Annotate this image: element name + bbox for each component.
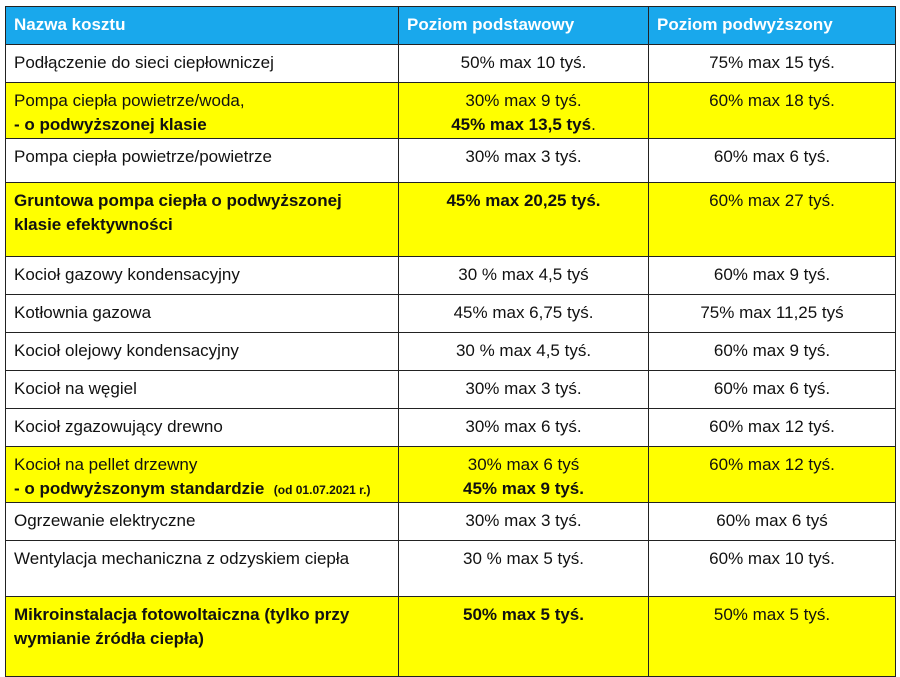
cell-raised: 60% max 9 tyś.: [648, 332, 896, 371]
cost-table: Nazwa kosztu Poziom podstawowy Poziom po…: [5, 6, 896, 677]
cell-basic: 30% max 6 tyś.: [398, 408, 649, 447]
name-line-bold: - o podwyższonej klasie: [14, 115, 207, 134]
cell-raised: 60% max 6 tyś.: [648, 370, 896, 409]
cell-raised: 60% max 6 tyś.: [648, 138, 896, 183]
cell-name: Pompa ciepła powietrze/powietrze: [5, 138, 399, 183]
table-row: Kotłownia gazowa 45% max 6,75 tyś. 75% m…: [5, 294, 896, 333]
name-line-bold: - o podwyższonym standardzie: [14, 479, 265, 498]
cell-name: Wentylacja mechaniczna z odzyskiem ciepł…: [5, 540, 399, 597]
cell-basic: 30 % max 4,5 tyś: [398, 256, 649, 295]
table-row: Kocioł na węgiel 30% max 3 tyś. 60% max …: [5, 370, 896, 409]
cell-raised: 60% max 10 tyś.: [648, 540, 896, 597]
cell-basic: 30% max 3 tyś.: [398, 138, 649, 183]
cell-name: Pompa ciepła powietrze/woda, - o podwyżs…: [5, 82, 399, 139]
name-line: Gruntowa pompa ciepła o podwyższonej: [14, 191, 342, 210]
basic-line-bold: 45% max 13,5 tyś: [451, 115, 592, 134]
name-line: klasie efektywności: [14, 215, 173, 234]
basic-line: 30% max 6 tyś: [467, 455, 580, 474]
cell-name: Kocioł na węgiel: [5, 370, 399, 409]
table-row: Kocioł na pellet drzewny - o podwyższony…: [5, 446, 896, 503]
cell-name: Kocioł na pellet drzewny - o podwyższony…: [5, 446, 399, 503]
cell-raised: 60% max 27 tyś.: [648, 182, 896, 257]
cell-raised: 60% max 18 tyś.: [648, 82, 896, 139]
cell-raised: 60% max 12 tyś.: [648, 446, 896, 503]
cost-table-container: Nazwa kosztu Poziom podstawowy Poziom po…: [5, 6, 896, 677]
cell-basic: 30% max 3 tyś.: [398, 370, 649, 409]
name-line: wymianie źródła ciepła): [14, 629, 204, 648]
table-row: Kocioł zgazowujący drewno 30% max 6 tyś.…: [5, 408, 896, 447]
cell-raised: 75% max 15 tyś.: [648, 44, 896, 83]
table-row: Ogrzewanie elektryczne 30% max 3 tyś. 60…: [5, 502, 896, 541]
table-row: Kocioł gazowy kondensacyjny 30 % max 4,5…: [5, 256, 896, 295]
date-note: (od 01.07.2021 r.): [273, 483, 371, 497]
cell-name: Kocioł olejowy kondensacyjny: [5, 332, 399, 371]
header-row: Nazwa kosztu Poziom podstawowy Poziom po…: [5, 6, 896, 45]
name-line: Mikroinstalacja fotowoltaiczna (tylko pr…: [14, 605, 350, 624]
table-row: Pompa ciepła powietrze/powietrze 30% max…: [5, 138, 896, 183]
table-row: Wentylacja mechaniczna z odzyskiem ciepł…: [5, 540, 896, 597]
cell-basic: 30% max 6 tyś 45% max 9 tyś.: [398, 446, 649, 503]
table-row: Kocioł olejowy kondensacyjny 30 % max 4,…: [5, 332, 896, 371]
cell-name: Kocioł zgazowujący drewno: [5, 408, 399, 447]
table-row: Mikroinstalacja fotowoltaiczna (tylko pr…: [5, 596, 896, 677]
cell-name: Kocioł gazowy kondensacyjny: [5, 256, 399, 295]
basic-line-tail: .: [591, 115, 596, 134]
cell-basic: 30 % max 4,5 tyś.: [398, 332, 649, 371]
cell-basic: 30 % max 5 tyś.: [398, 540, 649, 597]
header-name: Nazwa kosztu: [5, 6, 399, 45]
cell-raised: 60% max 9 tyś.: [648, 256, 896, 295]
name-line: Kocioł na pellet drzewny: [14, 455, 198, 474]
cell-basic: 50% max 5 tyś.: [398, 596, 649, 677]
cell-raised: 50% max 5 tyś.: [648, 596, 896, 677]
cell-basic: 45% max 20,25 tyś.: [398, 182, 649, 257]
table-row: Gruntowa pompa ciepła o podwyższonej kla…: [5, 182, 896, 257]
cell-basic: 30% max 9 tyś. 45% max 13,5 tyś.: [398, 82, 649, 139]
cell-raised: 75% max 11,25 tyś: [648, 294, 896, 333]
basic-line-bold: 45% max 9 tyś.: [463, 479, 584, 498]
name-line: Pompa ciepła powietrze/woda,: [14, 91, 245, 110]
cell-name: Mikroinstalacja fotowoltaiczna (tylko pr…: [5, 596, 399, 677]
cell-name: Kotłownia gazowa: [5, 294, 399, 333]
table-row: Podłączenie do sieci ciepłowniczej 50% m…: [5, 44, 896, 83]
basic-line: 30% max 9 tyś.: [465, 91, 582, 110]
table-row: Pompa ciepła powietrze/woda, - o podwyżs…: [5, 82, 896, 139]
cell-basic: 45% max 6,75 tyś.: [398, 294, 649, 333]
cell-name: Gruntowa pompa ciepła o podwyższonej kla…: [5, 182, 399, 257]
cell-basic: 30% max 3 tyś.: [398, 502, 649, 541]
cell-raised: 60% max 6 tyś: [648, 502, 896, 541]
cell-name: Ogrzewanie elektryczne: [5, 502, 399, 541]
cell-raised: 60% max 12 tyś.: [648, 408, 896, 447]
cell-name: Podłączenie do sieci ciepłowniczej: [5, 44, 399, 83]
cell-basic: 50% max 10 tyś.: [398, 44, 649, 83]
header-raised: Poziom podwyższony: [648, 6, 896, 45]
header-basic: Poziom podstawowy: [398, 6, 649, 45]
